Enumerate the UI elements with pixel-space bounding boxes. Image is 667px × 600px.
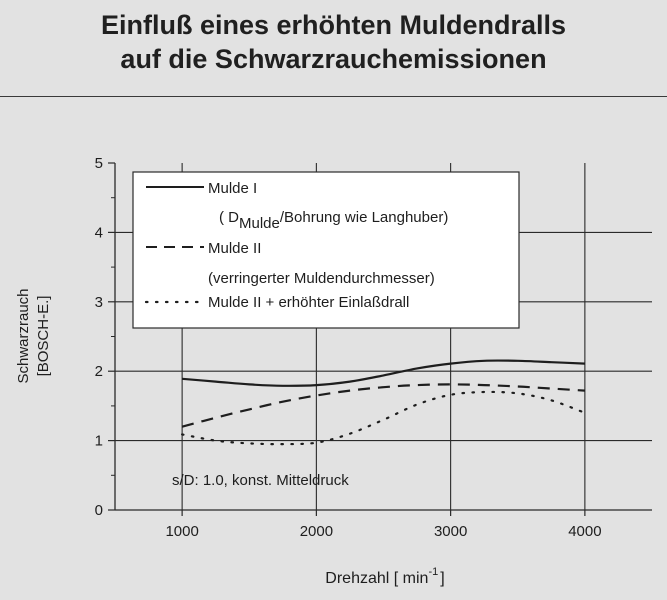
x-axis-label: Drehzahl [ min-1]	[325, 566, 444, 587]
legend-label-mulde-1: Mulde I	[208, 180, 257, 197]
annotation-conditions: s/D: 1.0, konst. Mitteldruck	[172, 472, 349, 489]
x-tick-label: 3000	[434, 523, 467, 540]
chart-title-line-1: Einfluß eines erhöhten Muldendralls	[100, 10, 567, 40]
chart-title-line-2: auf die Schwarzrauchemissionen	[120, 44, 547, 74]
x-tick-label: 1000	[165, 523, 198, 540]
legend-note-mulde-1-end: /Bohrung wie Langhuber)	[280, 209, 448, 226]
title-divider	[0, 96, 667, 97]
y-tick-label: 2	[95, 363, 103, 380]
y-axis-label: Schwarzrauch [BOSCH-E.]	[15, 288, 52, 383]
series-line-3	[181, 390, 586, 446]
series-group	[181, 359, 586, 446]
x-axis-label-text: Drehzahl [ min	[325, 570, 428, 587]
legend-note-mulde-1-sub: Mulde	[239, 215, 280, 232]
x-tick-label: 4000	[568, 523, 601, 540]
x-tick-label: 2000	[300, 523, 333, 540]
tick-labels: 1000 2000 3000 4000 0 1 2 3 4 5	[95, 155, 602, 540]
legend-label-mulde-2: Mulde II	[208, 240, 261, 257]
y-axis-label-line-1: Schwarzrauch	[15, 288, 32, 383]
series-line-1	[182, 359, 585, 387]
y-tick-label: 3	[95, 294, 103, 311]
chart-title: Einfluß eines erhöhten Muldendralls auf …	[0, 8, 667, 76]
x-axis-label-exponent: -1	[428, 566, 438, 578]
legend-note-mulde-2: (verringerter Muldendurchmesser)	[208, 270, 435, 287]
legend-note-mulde-1-start: ( D	[219, 209, 239, 226]
legend-label-mulde-2-drall: Mulde II + erhöhter Einlaßdrall	[208, 294, 409, 311]
y-tick-label: 4	[95, 224, 103, 241]
legend-note-mulde-1: ( DMulde/Bohrung wie Langhuber)	[219, 209, 448, 232]
y-tick-label: 1	[95, 433, 103, 450]
legend: Mulde I ( DMulde/Bohrung wie Langhuber) …	[132, 171, 520, 329]
x-axis-label-end: ]	[440, 570, 444, 587]
y-axis-label-line-2: [BOSCH-E.]	[35, 296, 52, 377]
series-line-2	[181, 383, 585, 428]
axes	[108, 162, 652, 516]
y-tick-label: 0	[95, 502, 103, 519]
y-tick-label: 5	[95, 155, 103, 172]
